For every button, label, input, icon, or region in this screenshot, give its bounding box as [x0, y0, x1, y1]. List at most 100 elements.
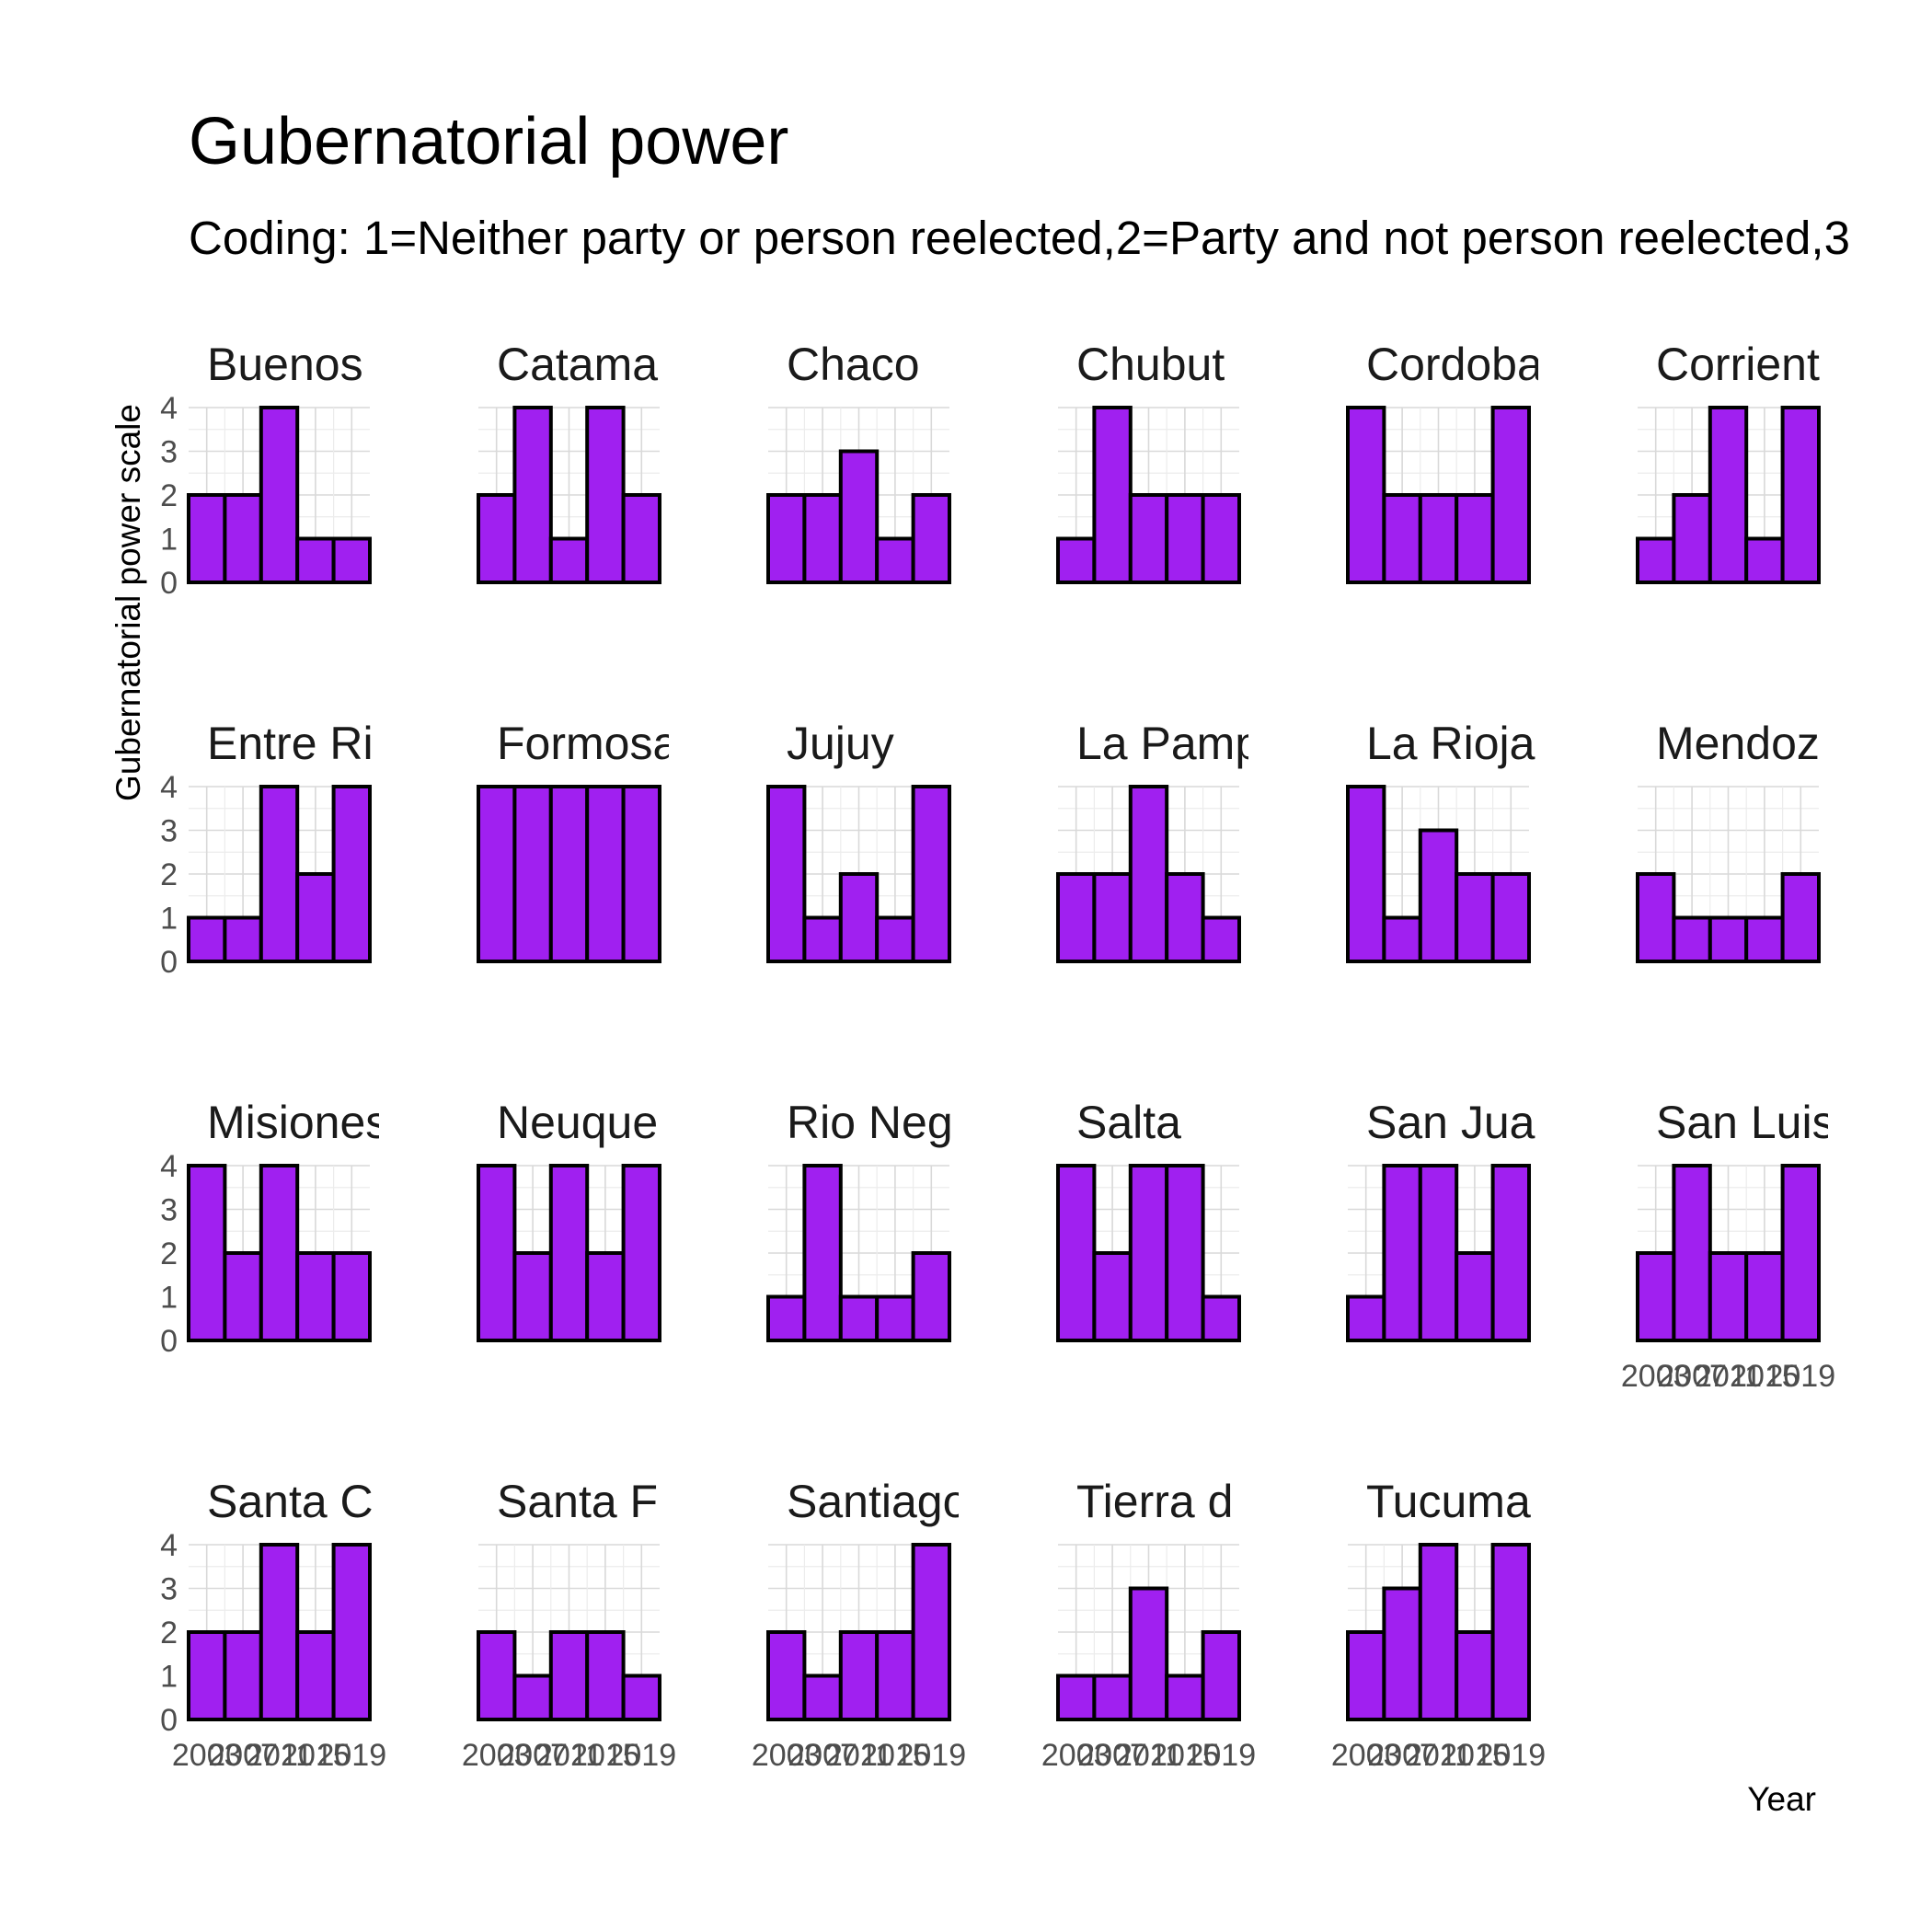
bar — [331, 1251, 373, 1342]
bar — [1092, 1251, 1133, 1342]
bar — [1455, 493, 1495, 584]
facet-label: Rio Neg — [787, 1097, 953, 1148]
bar — [477, 1164, 517, 1342]
y-tick-label: 3 — [160, 1193, 178, 1228]
bar — [1346, 785, 1386, 963]
facet-label: Chaco — [787, 339, 920, 390]
x-tick-label: 2007 — [788, 1738, 857, 1773]
bar — [1346, 406, 1386, 584]
facet-label: Neuque — [497, 1097, 658, 1148]
x-tick-label: 2015 — [1150, 1738, 1220, 1773]
bar — [766, 785, 807, 963]
bar — [1636, 536, 1676, 584]
bar — [295, 536, 336, 584]
bar — [1490, 1164, 1532, 1342]
facet-label: Corrient — [1656, 339, 1820, 390]
x-tick-label: 2007 — [1077, 1738, 1147, 1773]
bar — [1056, 872, 1097, 963]
facet-panel: Misiones 0 1 2 3 4 — [160, 1097, 388, 1359]
facet-panel: Catama — [477, 339, 662, 584]
facet-label: Santa C — [207, 1476, 374, 1527]
y-tick-label: 1 — [160, 902, 178, 937]
y-tick-label: 0 — [160, 945, 178, 980]
bar — [1636, 872, 1676, 963]
bar — [1708, 915, 1749, 963]
bar — [621, 1673, 662, 1721]
bar — [1056, 1164, 1097, 1342]
bar — [548, 1630, 590, 1721]
y-axis-title: Gubernatorial power scale — [109, 404, 147, 801]
bar — [1455, 1251, 1495, 1342]
bar — [802, 915, 843, 963]
facet-label: Misiones — [207, 1097, 388, 1148]
facet-panel: Cordoba — [1346, 339, 1538, 584]
x-tick-label: 2019 — [1186, 1738, 1256, 1773]
bar — [621, 493, 662, 584]
bar — [875, 1630, 915, 1721]
y-tick-label: 4 — [160, 1149, 178, 1184]
bar — [477, 1630, 517, 1721]
bar — [477, 785, 517, 963]
bar — [1382, 493, 1422, 584]
x-tick-label: 2003 — [1621, 1359, 1691, 1394]
bar — [187, 915, 227, 963]
y-tick-label: 3 — [160, 814, 178, 849]
facet-label: La Pamp — [1076, 718, 1260, 769]
bar — [259, 785, 300, 963]
x-tick-label: 2011 — [825, 1738, 892, 1773]
x-tick-label: 2019 — [896, 1738, 966, 1773]
bar — [1092, 872, 1133, 963]
bar — [1165, 872, 1205, 963]
facet-panel: Neuque — [477, 1097, 662, 1342]
chart-subtitle: Coding: 1=Neither party or person reelec… — [189, 212, 1850, 264]
bar — [766, 1294, 807, 1342]
bar — [1490, 1543, 1532, 1721]
bar — [1128, 493, 1169, 584]
bar — [911, 785, 952, 963]
bar — [585, 1630, 626, 1721]
x-tick-label: 2015 — [570, 1738, 640, 1773]
bar — [766, 1630, 807, 1721]
bar — [1165, 1164, 1205, 1342]
bar — [585, 785, 626, 963]
facet-label: Chubut — [1076, 339, 1225, 390]
x-tick-label: 2003 — [1331, 1738, 1401, 1773]
bar — [1672, 1164, 1712, 1342]
y-tick-label: 1 — [160, 1660, 178, 1695]
bar — [223, 915, 263, 963]
x-tick-label: 2019 — [606, 1738, 676, 1773]
facet-panel: Rio Neg — [766, 1097, 953, 1342]
bar — [875, 536, 915, 584]
x-tick-label: 2011 — [1695, 1359, 1762, 1394]
bar — [223, 1251, 263, 1342]
bar — [621, 1164, 662, 1342]
bar — [259, 1164, 300, 1342]
bar — [1128, 1586, 1169, 1721]
bar — [1346, 1294, 1386, 1342]
facet-label: Tucuma — [1366, 1476, 1531, 1527]
bar — [187, 493, 227, 584]
bar — [1780, 1164, 1822, 1342]
y-tick-label: 2 — [160, 478, 178, 513]
bar — [1708, 1251, 1749, 1342]
facet-panel: Formosa — [477, 718, 669, 963]
facet-label: Entre Ri — [207, 718, 374, 769]
bar — [585, 1251, 626, 1342]
bar — [1128, 1164, 1169, 1342]
facet-panel: Chaco — [766, 339, 952, 584]
facet-panel: San Jua — [1346, 1097, 1535, 1342]
bar — [875, 1294, 915, 1342]
facet-label: La Rioja — [1366, 718, 1535, 769]
bar — [875, 915, 915, 963]
bar — [838, 1294, 880, 1342]
y-tick-label: 0 — [160, 566, 178, 601]
bar — [187, 1164, 227, 1342]
bar — [838, 1630, 880, 1721]
bar — [1744, 536, 1785, 584]
x-tick-label: 2007 — [1367, 1738, 1437, 1773]
facet-panels: Buenos 0 1 2 3 4 Catama Chaco Chubut Cordoba Corri… — [160, 339, 1835, 1773]
bar — [1382, 1586, 1422, 1721]
y-tick-label: 0 — [160, 1703, 178, 1738]
facet-label: Jujuy — [787, 718, 894, 769]
